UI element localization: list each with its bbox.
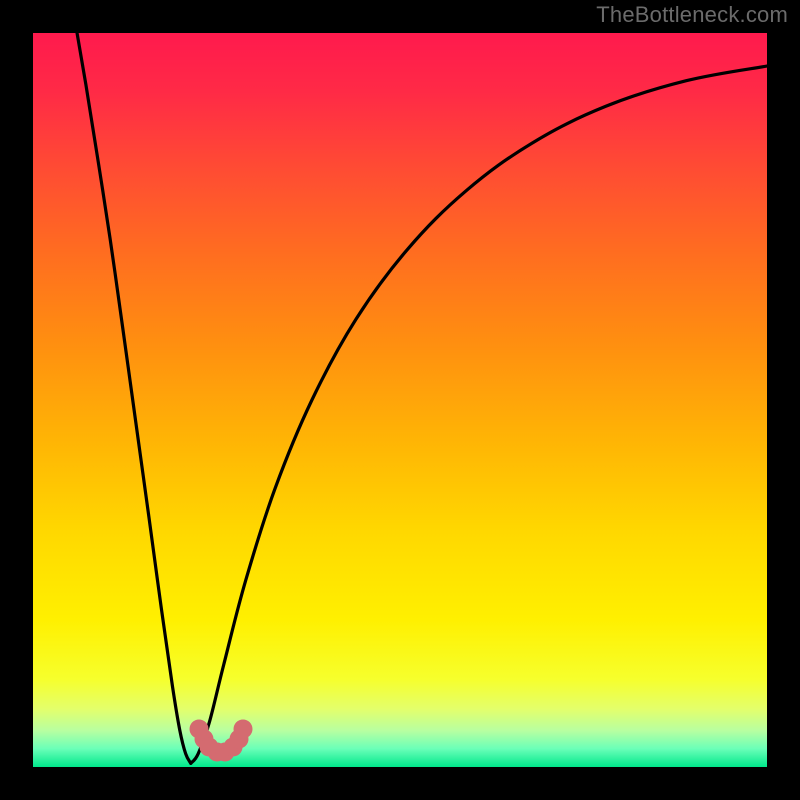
watermark-text: TheBottleneck.com [596, 2, 788, 28]
cluster-point [234, 720, 253, 739]
curve-right-branch [191, 66, 767, 763]
chart-container: TheBottleneck.com [0, 0, 800, 800]
curve-left-branch [77, 33, 191, 763]
curves-layer [33, 33, 767, 767]
plot-area [33, 33, 767, 767]
